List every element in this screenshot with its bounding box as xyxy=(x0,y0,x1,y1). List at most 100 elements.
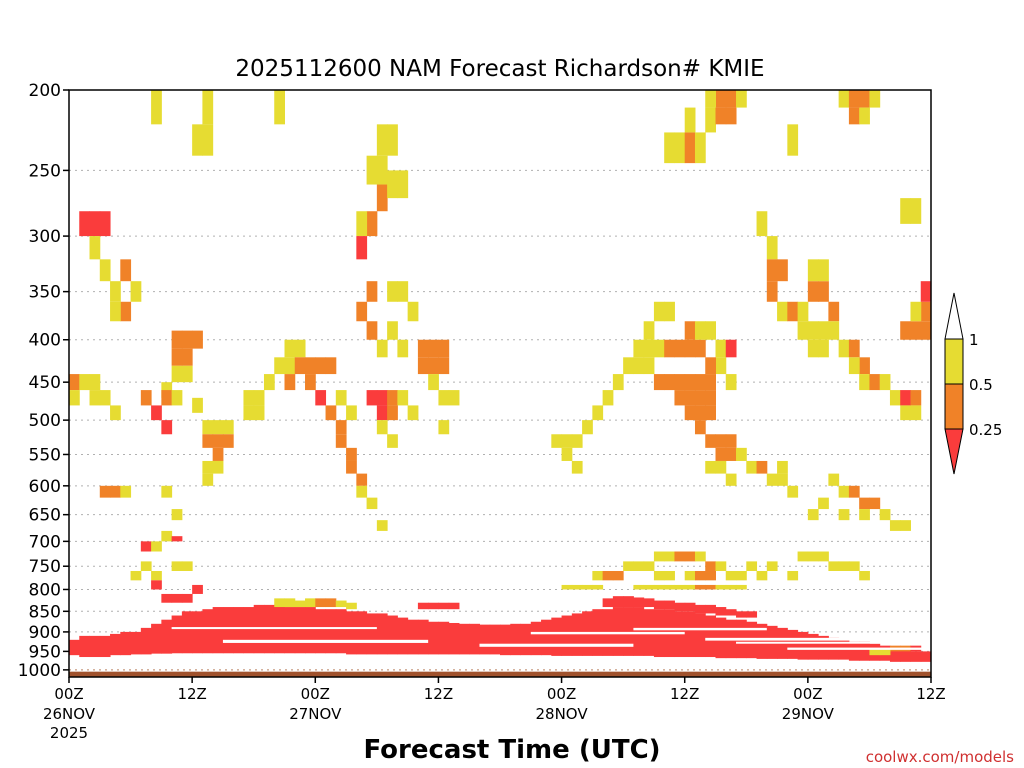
cell-below-0.25 xyxy=(376,405,388,421)
cell-0.5-1 xyxy=(889,390,901,406)
cell-0.25-0.5 xyxy=(674,339,686,358)
cell-0.5-1 xyxy=(736,570,747,581)
cell-0.5-1 xyxy=(192,397,203,413)
cell-0.25-0.5 xyxy=(725,434,737,448)
cell-below-0.25 xyxy=(469,623,480,655)
cell-0.5-1 xyxy=(736,447,747,461)
cell-0.25-0.5 xyxy=(766,281,778,302)
cell-0.25-0.5 xyxy=(438,339,450,358)
cell-0.5-1 xyxy=(910,405,922,421)
cell-0.5-1 xyxy=(910,301,922,322)
cell-below-0.25 xyxy=(284,607,296,654)
cell-below-0.25 xyxy=(181,611,193,654)
cell-0.5-1 xyxy=(746,460,758,474)
y-tick-label: 850 xyxy=(29,602,61,622)
cell-below-0.25 xyxy=(602,598,614,608)
cell-below-0.25 xyxy=(181,593,193,603)
cell-0.5-1 xyxy=(633,357,645,375)
cell-below-0.25 xyxy=(756,623,768,659)
cell-below-0.25 xyxy=(694,613,706,658)
cell-0.25-0.5 xyxy=(828,301,840,322)
cell-0.5-1 xyxy=(397,170,409,199)
cell-0.5-1 xyxy=(643,561,655,571)
cell-0.25-0.5 xyxy=(428,357,439,375)
cell-0.25-0.5 xyxy=(694,374,706,391)
cell-0.25-0.5 xyxy=(848,90,860,108)
y-tick-label: 300 xyxy=(29,227,61,247)
cell-below-0.25 xyxy=(417,602,429,610)
cell-0.5-1 xyxy=(284,357,296,375)
cell-0.5-1 xyxy=(151,570,162,581)
legend: 1 0.5 0.25 xyxy=(944,292,1002,475)
cell-0.5-1 xyxy=(715,561,727,571)
cell-0.25-0.5 xyxy=(859,90,870,108)
cell-0.5-1 xyxy=(284,339,296,358)
cell-0.5-1 xyxy=(633,561,645,571)
cell-0.5-1 xyxy=(438,390,450,406)
cell-0.5-1 xyxy=(736,584,747,590)
cell-0.25-0.5 xyxy=(120,301,132,322)
cell-0.5-1 xyxy=(807,321,819,340)
cell-0.25-0.5 xyxy=(684,405,696,421)
cell-0.5-1 xyxy=(900,198,911,224)
cell-below-0.25 xyxy=(366,613,378,655)
cell-below-0.25 xyxy=(99,635,111,658)
cell-below-0.25 xyxy=(417,619,429,655)
x-date-label: 29NOV xyxy=(782,705,835,723)
cell-0.5-1 xyxy=(643,321,655,340)
cell-below-0.25 xyxy=(612,596,624,608)
cell-0.25-0.5 xyxy=(346,460,357,474)
x-axis-title: Forecast Time (UTC) xyxy=(363,735,660,765)
cell-0.5-1 xyxy=(725,473,737,486)
cell-0.5-1 xyxy=(684,584,696,590)
cell-0.5-1 xyxy=(356,485,368,498)
cell-0.5-1 xyxy=(736,90,747,108)
cell-0.5-1 xyxy=(561,447,573,461)
cell-below-0.25 xyxy=(192,611,203,654)
cell-0.5-1 xyxy=(664,551,675,562)
cell-below-0.25 xyxy=(479,624,491,655)
cell-below-0.25 xyxy=(151,623,162,654)
cell-0.25-0.5 xyxy=(417,357,429,375)
cell-0.5-1 xyxy=(838,90,850,108)
cell-0.5-1 xyxy=(623,561,634,571)
legend-label: 0.25 xyxy=(969,421,1002,439)
cell-0.5-1 xyxy=(623,357,634,375)
cell-below-0.25 xyxy=(561,615,573,656)
cell-0.5-1 xyxy=(171,365,183,383)
cell-0.5-1 xyxy=(222,420,234,435)
cell-0.5-1 xyxy=(828,561,840,571)
y-tick-label: 500 xyxy=(29,411,61,431)
cell-0.25-0.5 xyxy=(315,598,327,608)
cell-0.25-0.5 xyxy=(387,390,398,406)
cell-below-0.25 xyxy=(212,607,224,654)
cell-0.25-0.5 xyxy=(715,90,727,108)
cell-0.25-0.5 xyxy=(161,390,173,406)
cell-0.5-1 xyxy=(684,107,696,133)
y-tick-label: 950 xyxy=(29,642,61,662)
cell-0.25-0.5 xyxy=(756,460,768,474)
cell-0.5-1 xyxy=(889,520,901,531)
cell-below-0.25 xyxy=(736,611,747,618)
cell-0.25-0.5 xyxy=(705,405,716,421)
cell-0.5-1 xyxy=(294,339,306,358)
y-tick-label: 700 xyxy=(29,532,61,552)
cell-0.5-1 xyxy=(202,420,214,435)
cell-0.5-1 xyxy=(99,259,111,282)
cell-0.5-1 xyxy=(859,509,870,521)
cell-below-0.25 xyxy=(69,639,80,656)
cell-0.5-1 xyxy=(725,374,737,391)
cell-0.25-0.5 xyxy=(284,374,296,391)
cell-below-0.25 xyxy=(171,536,183,542)
cell-0.5-1 xyxy=(766,473,778,486)
cell-below-0.25 xyxy=(500,624,511,656)
cell-0.25-0.5 xyxy=(705,570,716,581)
cell-below-0.25 xyxy=(623,607,634,656)
cell-0.5-1 xyxy=(592,570,604,581)
cell-0.25-0.5 xyxy=(694,390,706,406)
cell-0.5-1 xyxy=(869,649,881,656)
cell-0.5-1 xyxy=(787,570,799,581)
cell-0.25-0.5 xyxy=(428,339,439,358)
cell-0.5-1 xyxy=(797,551,809,562)
